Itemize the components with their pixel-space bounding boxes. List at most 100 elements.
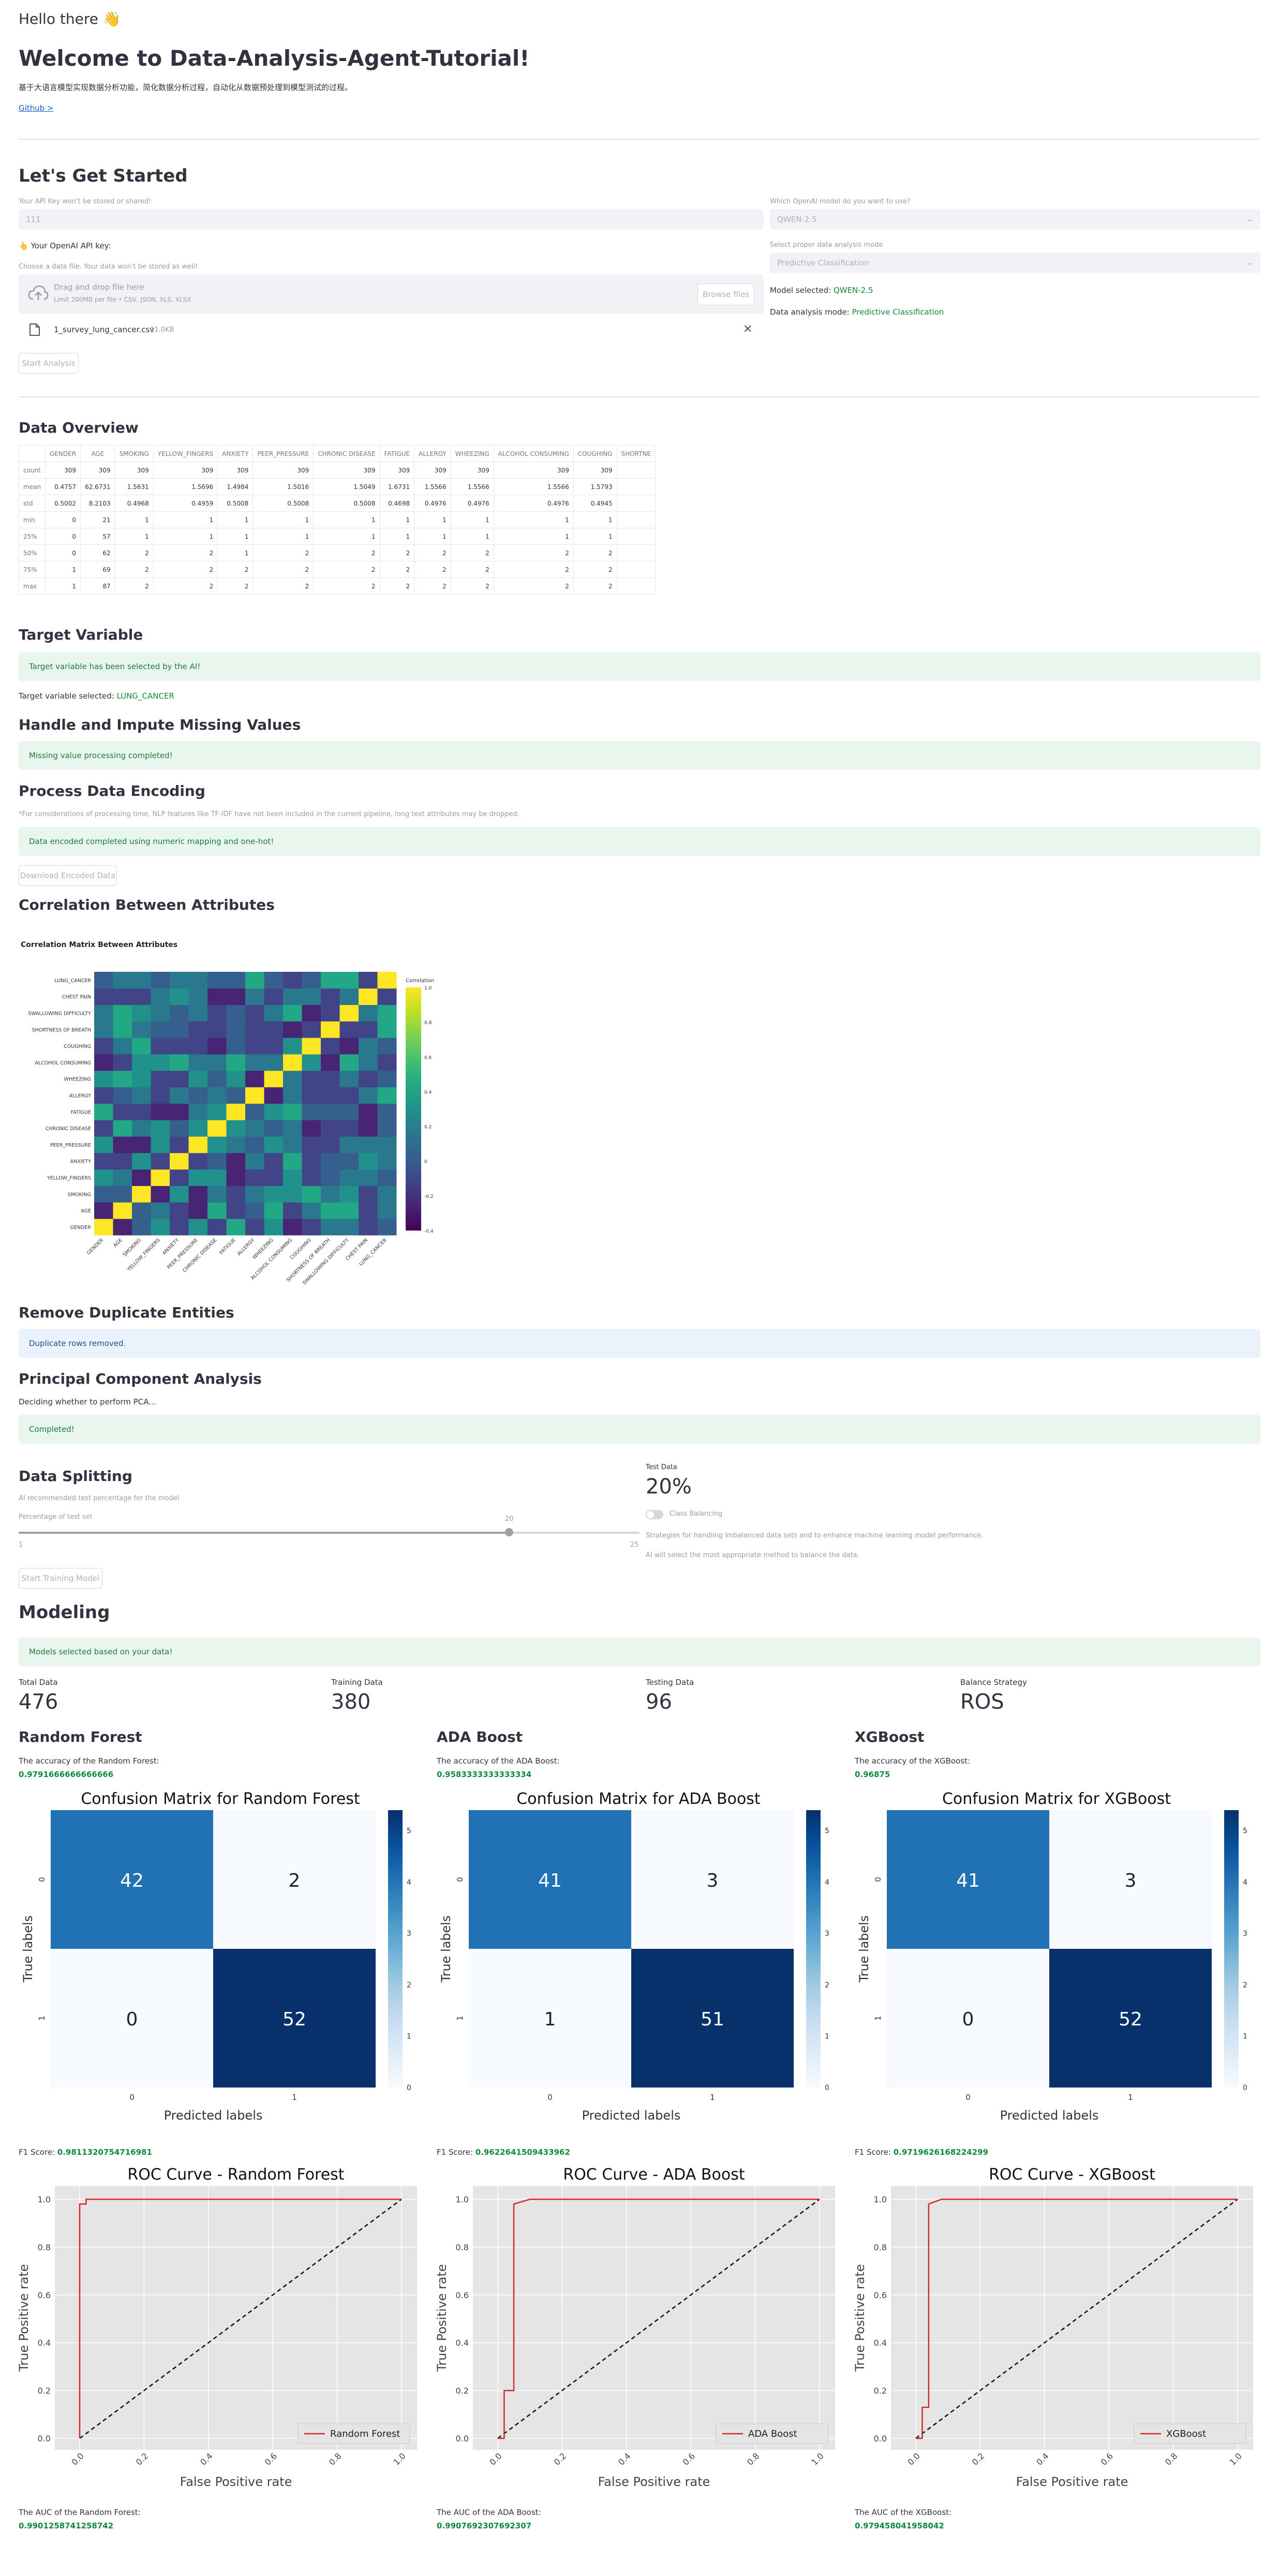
table-cell: 1	[45, 578, 81, 595]
roc-y-tick: 1.0	[38, 2195, 51, 2204]
download-encoded-button[interactable]: Download Encoded Data	[19, 865, 117, 886]
table-cell: 87	[80, 578, 115, 595]
start-analysis-button[interactable]: Start Analysis	[19, 353, 79, 374]
cm-ylabel: True labels	[857, 1915, 871, 1982]
table-cell: 25%	[18, 528, 46, 545]
table-header: GENDER	[45, 445, 81, 462]
slider-thumb[interactable]	[505, 1528, 513, 1536]
upload-label: Choose a data file. Your data won't be s…	[19, 263, 198, 271]
cm-colorbar-tick: 50	[1243, 1827, 1248, 1835]
cm-y-tick: 0	[37, 1877, 47, 1882]
heatmap-cell	[321, 1087, 340, 1104]
cm-x-tick: 1	[1128, 2093, 1133, 2102]
heatmap-cell	[94, 972, 113, 989]
cm-title: Confusion Matrix for Random Forest	[81, 1790, 360, 1808]
start-training-button[interactable]: Start Training Model	[19, 1568, 102, 1589]
cm-colorbar	[1224, 1810, 1239, 2088]
table-cell: 2	[313, 544, 380, 561]
table-cell	[616, 462, 656, 479]
cm-cell	[51, 1949, 213, 2088]
heatmap-cell	[188, 1087, 208, 1104]
heatmap-cell	[283, 1169, 302, 1186]
heatmap-cell	[170, 1103, 189, 1120]
table-cell: 0.5008	[313, 495, 380, 512]
heatmap-cell	[359, 1021, 378, 1038]
table-header: SMOKING	[114, 445, 154, 462]
table-cell: 1	[153, 528, 218, 545]
heatmap-cell	[226, 972, 246, 989]
cm-y-tick: 0	[455, 1877, 465, 1882]
heatmap-cell	[132, 1219, 151, 1236]
heatmap-cell	[226, 1202, 246, 1219]
table-cell: 2	[217, 561, 254, 578]
table-cell: 62	[80, 544, 115, 561]
class-balancing-toggle[interactable]	[646, 1510, 663, 1519]
heatmap-cell	[283, 1202, 302, 1219]
mode-select[interactable]: Predictive Classification ⌄	[770, 253, 1260, 273]
heatmap-cell	[132, 1152, 151, 1170]
heatmap-cell	[188, 1152, 208, 1170]
roc-series-line	[79, 2198, 401, 2438]
x-tick-label: FATIGUE	[218, 1237, 237, 1256]
heatmap-cell	[170, 1087, 189, 1104]
roc-y-tick: 0.4	[874, 2338, 887, 2348]
github-link[interactable]: Github >	[19, 103, 54, 113]
cm-value: 3	[1125, 1870, 1137, 1891]
heatmap-cell	[245, 1136, 264, 1153]
table-cell: 62.6731	[80, 478, 115, 495]
heatmap-cell	[207, 1054, 227, 1071]
heatmap-cell	[132, 1186, 151, 1203]
browse-files-button[interactable]: Browse files	[697, 284, 754, 305]
heatmap-cell	[245, 1186, 264, 1203]
table-cell: 2	[114, 578, 154, 595]
cm-title: Confusion Matrix for ADA Boost	[516, 1790, 761, 1808]
heatmap-cell	[321, 1038, 340, 1055]
table-cell: 2	[252, 544, 314, 561]
table-cell: 2	[252, 561, 314, 578]
cm-colorbar-tick: 40	[1243, 1878, 1248, 1887]
remove-file-icon[interactable]: ✕	[743, 323, 753, 336]
roc-xlabel: False Positive rate	[1016, 2475, 1128, 2489]
cm-colorbar-tick: 20	[1243, 1981, 1248, 1989]
heatmap-cell	[359, 1152, 378, 1170]
heatmap-cell	[113, 1021, 132, 1038]
api-key-input[interactable]: 111	[19, 209, 764, 230]
table-cell: 2	[313, 561, 380, 578]
heatmap-cell	[359, 988, 378, 1005]
dropzone-limit: Limit 200MB per file • CSV, JSON, XLS, X…	[54, 296, 191, 303]
heatmap-cell	[94, 1021, 113, 1038]
table-cell: 1	[450, 511, 494, 528]
heatmap-cell	[94, 1136, 113, 1153]
heatmap-cell	[245, 1202, 264, 1219]
table-cell: 2	[379, 544, 415, 561]
table-cell: 1	[313, 528, 380, 545]
model-select[interactable]: QWEN-2.5 ⌄	[770, 209, 1260, 230]
test-percent-slider[interactable]: 20	[19, 1515, 640, 1536]
y-tick-label: ALLERGY	[69, 1093, 92, 1099]
heatmap-cell	[151, 1152, 170, 1170]
heatmap-cell	[245, 1038, 264, 1055]
heatmap-cell	[94, 1120, 113, 1137]
table-cell: 1.5049	[313, 478, 380, 495]
heatmap-cell	[264, 1054, 284, 1071]
file-dropzone[interactable]: Drag and drop file here Limit 200MB per …	[19, 274, 764, 314]
cm-value: 52	[1119, 2009, 1142, 2030]
heatmap-cell	[113, 988, 132, 1005]
cm-colorbar-tick: 30	[407, 1930, 412, 1938]
roc-series-line	[916, 2198, 1238, 2439]
table-header: COUGHING	[573, 445, 617, 462]
colorbar-tick: 0.4	[424, 1090, 432, 1095]
heatmap-cell	[245, 1169, 264, 1186]
heatmap-cell	[302, 1202, 321, 1219]
table-cell: 1	[379, 528, 415, 545]
heatmap-cell	[94, 1103, 113, 1120]
heatmap-cell	[151, 1054, 170, 1071]
section-title-duplicates: Remove Duplicate Entities	[19, 1304, 234, 1321]
y-tick-label: COUGHING	[64, 1044, 91, 1049]
table-cell: 2	[217, 578, 254, 595]
heatmap-cell	[151, 1186, 170, 1203]
roc-title: ROC Curve - XGBoost	[989, 2166, 1155, 2184]
table-header: ALLERGY	[414, 445, 451, 462]
table-cell: 1	[573, 511, 617, 528]
heatmap-cell	[302, 1004, 321, 1021]
